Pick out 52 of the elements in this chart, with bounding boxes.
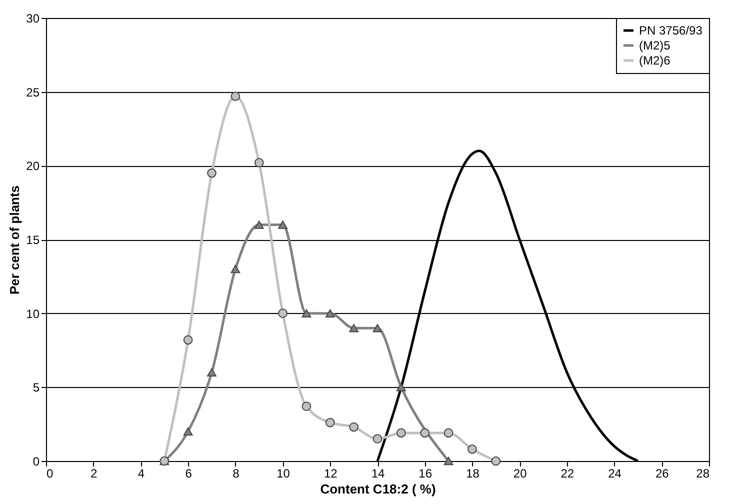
y-tick-label: 0: [32, 454, 40, 468]
x-tick-label: 24: [608, 466, 622, 480]
x-tick-label: 4: [138, 466, 145, 480]
legend-label: (M2)6: [639, 54, 671, 68]
point: [349, 422, 359, 432]
point: [349, 324, 359, 332]
x-tick-label: 0: [46, 466, 54, 480]
x-tick-label: 6: [185, 466, 192, 480]
point: [254, 158, 264, 168]
x-tick-label: 2: [90, 466, 98, 480]
x-tick-label: 16: [418, 466, 432, 480]
x-tick-label: 26: [655, 466, 670, 480]
point: [302, 309, 312, 318]
point: [468, 444, 477, 454]
point: [491, 456, 501, 466]
x-tick-label: 22: [560, 466, 574, 480]
point: [278, 308, 288, 318]
y-tick-label: 25: [26, 85, 40, 100]
point: [396, 383, 406, 392]
point: [325, 418, 335, 428]
x-tick-label: 14: [371, 466, 385, 480]
point: [183, 427, 193, 436]
x-tick-label: 20: [513, 466, 528, 480]
point: [420, 428, 430, 438]
point: [325, 309, 335, 318]
point: [396, 428, 406, 438]
y-axis-title: Per cent of plants: [7, 185, 22, 295]
point: [230, 92, 240, 101]
x-tick-label: 8: [232, 466, 240, 480]
point: [372, 324, 382, 332]
point: [183, 335, 193, 345]
point: [278, 220, 288, 229]
y-tick-label: 15: [26, 233, 40, 247]
x-tick-label: 28: [696, 466, 710, 480]
x-tick-label: 10: [276, 466, 290, 480]
y-tick-label: 30: [26, 12, 40, 26]
point: [302, 402, 312, 412]
point: [230, 264, 240, 274]
x-tick-label: 18: [466, 466, 480, 480]
point: [207, 168, 216, 178]
x-axis-title: Content C18:2 ( %): [320, 482, 436, 496]
point: [372, 434, 382, 444]
legend-label: PN 3756/93: [639, 24, 703, 38]
point: [444, 456, 454, 466]
point: [444, 428, 454, 438]
legend-label: (M2)5: [639, 38, 671, 52]
y-tick-label: 20: [26, 159, 40, 174]
point: [207, 368, 216, 377]
x-tick-label: 12: [324, 466, 338, 480]
y-tick-label: 5: [32, 380, 40, 395]
point: [254, 220, 264, 229]
y-tick-label: 10: [26, 306, 40, 321]
